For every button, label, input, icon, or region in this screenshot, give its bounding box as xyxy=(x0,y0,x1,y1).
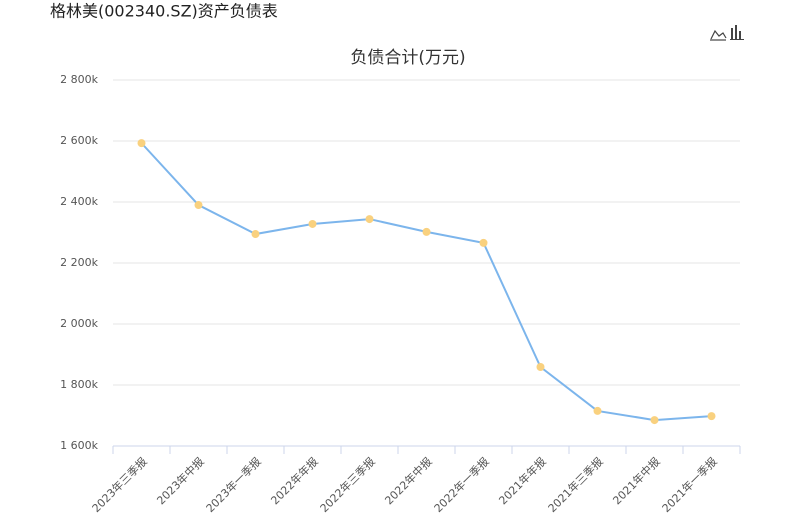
point xyxy=(251,230,260,239)
point xyxy=(137,139,146,148)
x-tick-label: 2022年三季报 xyxy=(317,454,378,515)
point xyxy=(536,363,545,372)
bar-icon[interactable] xyxy=(739,31,741,39)
page-title: 格林美(002340.SZ)资产负债表 xyxy=(50,2,278,21)
point xyxy=(593,406,602,415)
x-tick-label: 2021年一季报 xyxy=(659,454,720,515)
y-tick-label: 1 800k xyxy=(60,378,98,391)
y-tick-label: 2 000k xyxy=(60,317,98,330)
bar-icon[interactable] xyxy=(731,28,733,39)
point xyxy=(707,412,716,421)
point xyxy=(194,201,203,210)
bar-toggle[interactable] xyxy=(730,25,744,40)
y-tick-label: 2 800k xyxy=(60,73,98,86)
point xyxy=(650,416,659,425)
x-tick-label: 2023年一季报 xyxy=(203,454,264,515)
x-tick-label: 2022年中报 xyxy=(382,454,435,507)
x-tick-label: 2021年年报 xyxy=(496,454,549,507)
x-tick-label: 2021年中报 xyxy=(610,454,663,507)
x-tick-label: 2022年一季报 xyxy=(431,454,492,515)
y-tick-label: 1 600k xyxy=(60,439,98,452)
point xyxy=(479,238,488,247)
x-tick-label: 2023年三季报 xyxy=(89,454,150,515)
x-tick-label: 2023年中报 xyxy=(154,454,207,507)
chart-title: 负债合计(万元) xyxy=(350,48,465,68)
point xyxy=(365,215,374,224)
line-toggle[interactable] xyxy=(710,29,727,41)
x-tick-label: 2021年三季报 xyxy=(545,454,606,515)
bar-icon[interactable] xyxy=(730,39,744,40)
y-tick-label: 2 400k xyxy=(60,195,98,208)
line xyxy=(140,142,712,422)
bar-icon[interactable] xyxy=(735,25,737,39)
y-tick-label: 2 600k xyxy=(60,134,98,147)
point xyxy=(308,219,317,228)
line-icon[interactable] xyxy=(710,29,727,40)
y-tick-label: 2 200k xyxy=(60,256,98,269)
x-tick-label: 2022年年报 xyxy=(268,454,321,507)
point xyxy=(422,227,431,236)
